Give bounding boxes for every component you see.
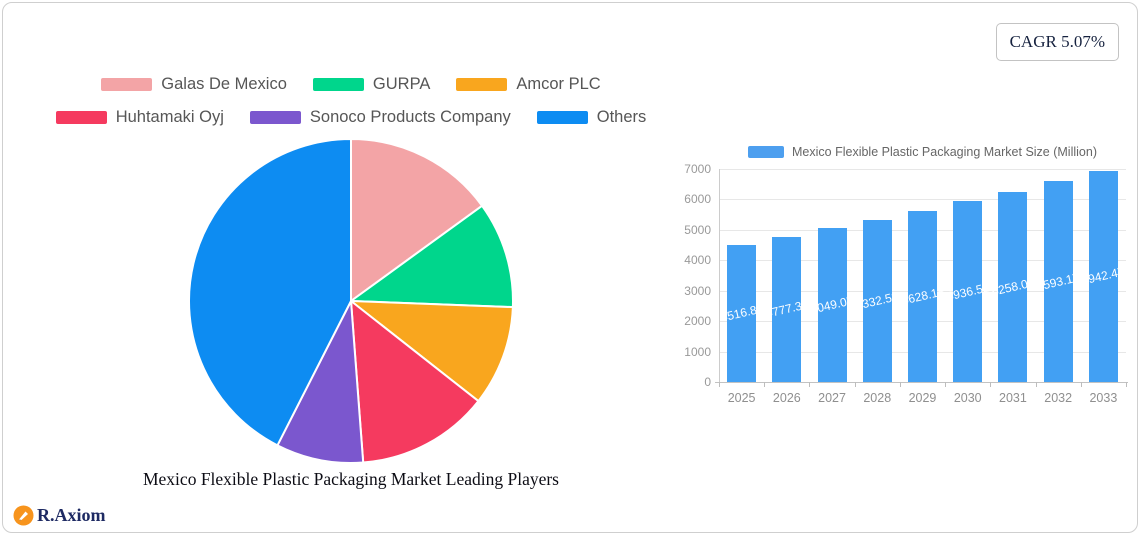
pie-legend: Galas De Mexico GURPA Amcor PLC Huhtamaki O… [21, 75, 681, 127]
legend-item-galas-de-mexico[interactable]: Galas De Mexico [101, 75, 287, 94]
x-tick-2025: 2025 [727, 391, 756, 405]
pie-slice-gurpa [350, 204, 514, 309]
x-tick-2030: 2030 [953, 391, 982, 405]
x-tick-2028: 2028 [863, 391, 892, 405]
pie-slice-amcor-plc [350, 300, 514, 403]
bar-2033 [1088, 170, 1118, 382]
bar-series-legend[interactable]: Mexico Flexible Plastic Packaging Market… [719, 145, 1126, 159]
legend-item-others[interactable]: Others [536, 108, 647, 127]
legend-item-huhtamaki-oyj[interactable]: Huhtamaki Oyj [55, 108, 224, 127]
y-tick-3000: 3000 [684, 283, 711, 298]
y-tick-0: 0 [704, 375, 711, 389]
x-axis-tick-1 [764, 382, 766, 387]
pie-legend-row-2: Huhtamaki Oyj Sonoco Products Company Othe… [55, 108, 647, 127]
x-axis-line [715, 382, 1128, 383]
pie-slice-galas-de-mexico [350, 138, 484, 302]
legend-item-gurpa[interactable]: GURPA [312, 75, 431, 94]
legend-item-sonoco-products-company[interactable]: Sonoco Products Company [249, 108, 511, 127]
x-tick-2031: 2031 [999, 391, 1027, 405]
x-tick-2027: 2027 [818, 391, 846, 405]
legend-swatch-sonoco-products-company [249, 111, 301, 124]
x-axis-tick-0 [719, 382, 720, 387]
x-axis-tick-3 [854, 382, 856, 387]
legend-item-amcor-plc[interactable]: Amcor PLC [456, 75, 601, 94]
legend-label-sonoco-products-company: Sonoco Products Company [309, 108, 511, 126]
legend-label-galas-de-mexico: Galas De Mexico [161, 75, 287, 93]
x-axis-tick-7 [1035, 382, 1037, 387]
bar-legend-label: Mexico Flexible Plastic Packaging Market… [792, 145, 1097, 159]
legend-swatch-gurpa [312, 78, 364, 91]
bar-2025 [727, 244, 757, 382]
x-tick-2033: 2033 [1089, 391, 1118, 405]
legend-swatch-amcor-plc [456, 78, 508, 91]
x-tick-2032: 2032 [1044, 391, 1073, 405]
legend-label-amcor-plc: Amcor PLC [516, 75, 601, 93]
x-axis-tick-8 [1080, 382, 1082, 387]
y-tick-5000: 5000 [684, 222, 711, 237]
bar-legend-swatch [748, 146, 785, 158]
gridline-6000 [719, 199, 1126, 201]
y-tick-4000: 4000 [684, 253, 711, 268]
pie-chart-title: Mexico Flexible Plastic Packaging Market… [142, 469, 559, 489]
brand-logo: R.Axiom [13, 505, 106, 526]
pie-chart [188, 138, 514, 464]
bar-2027 [817, 228, 847, 382]
y-tick-7000: 7000 [684, 162, 711, 176]
legend-label-huhtamaki-oyj: Huhtamaki Oyj [115, 108, 224, 126]
legend-label-others: Others [596, 108, 647, 126]
y-axis-line [719, 169, 720, 382]
legend-label-gurpa: GURPA [372, 75, 431, 93]
x-axis-tick-4 [899, 382, 901, 387]
x-axis-tick-6 [990, 382, 992, 387]
bar-2026 [772, 236, 802, 382]
pie-slice-sonoco-products-company [276, 300, 365, 464]
pie-legend-row-1: Galas De Mexico GURPA Amcor PLC [101, 75, 601, 94]
bar-2029 [908, 210, 937, 382]
legend-swatch-galas-de-mexico [101, 78, 153, 91]
bar-2032 [1043, 181, 1073, 382]
x-axis-tick-2 [809, 382, 811, 387]
bar-2030 [953, 201, 983, 382]
x-axis-tick-9 [1126, 382, 1127, 387]
legend-swatch-others [536, 111, 588, 124]
brand-name: R.Axiom [37, 505, 106, 525]
cagr-label: CAGR 5.07% [1009, 32, 1105, 51]
gridline-7000 [719, 169, 1126, 170]
bar-chart: Mexico Flexible Plastic Packaging Market… [3, 3, 1137, 532]
pie-slice-huhtamaki-oyj [350, 300, 480, 464]
cagr-badge: CAGR 5.07% [995, 23, 1119, 61]
x-axis-tick-5 [945, 382, 947, 387]
x-tick-2026: 2026 [772, 391, 801, 405]
x-tick-2029: 2029 [908, 391, 937, 405]
y-tick-1000: 1000 [684, 344, 711, 359]
pie-slice-others [188, 138, 352, 447]
bar-2028 [862, 219, 892, 382]
brand-icon [13, 505, 34, 526]
legend-swatch-huhtamaki-oyj [55, 111, 107, 124]
y-tick-6000: 6000 [684, 192, 711, 207]
bar-2031 [998, 191, 1028, 382]
y-tick-2000: 2000 [684, 314, 711, 329]
